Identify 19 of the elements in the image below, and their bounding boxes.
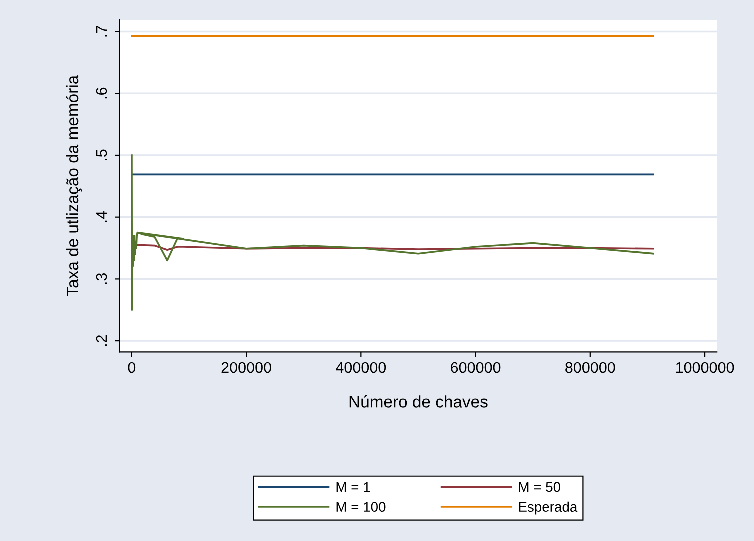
y-tick-label: .6	[96, 88, 108, 99]
y-tick-label: .5	[96, 150, 108, 160]
y-tick-label: .2	[96, 335, 107, 346]
x-tick-label: 0	[128, 362, 136, 374]
x-tick-label: 1000000	[676, 362, 734, 374]
y-tick-label: .4	[96, 211, 107, 222]
x-tick-label: 600000	[451, 362, 501, 374]
line-series	[131, 154, 654, 312]
y-axis-title: Taxa de utlização da memória	[66, 75, 82, 296]
x-tick-label: 200000	[222, 362, 272, 374]
x-tick-label: 800000	[566, 362, 616, 374]
x-tick-label: 400000	[336, 362, 386, 374]
x-axis-title: Número de chaves	[350, 395, 488, 408]
y-tick-label: .7	[96, 26, 107, 37]
legend-label: Esperada	[519, 502, 578, 515]
y-tick-label: .3	[96, 274, 108, 284]
legend-label: M = 50	[519, 482, 560, 492]
legend-label: M = 100	[336, 502, 386, 512]
legend-label: M = 1	[336, 482, 370, 492]
